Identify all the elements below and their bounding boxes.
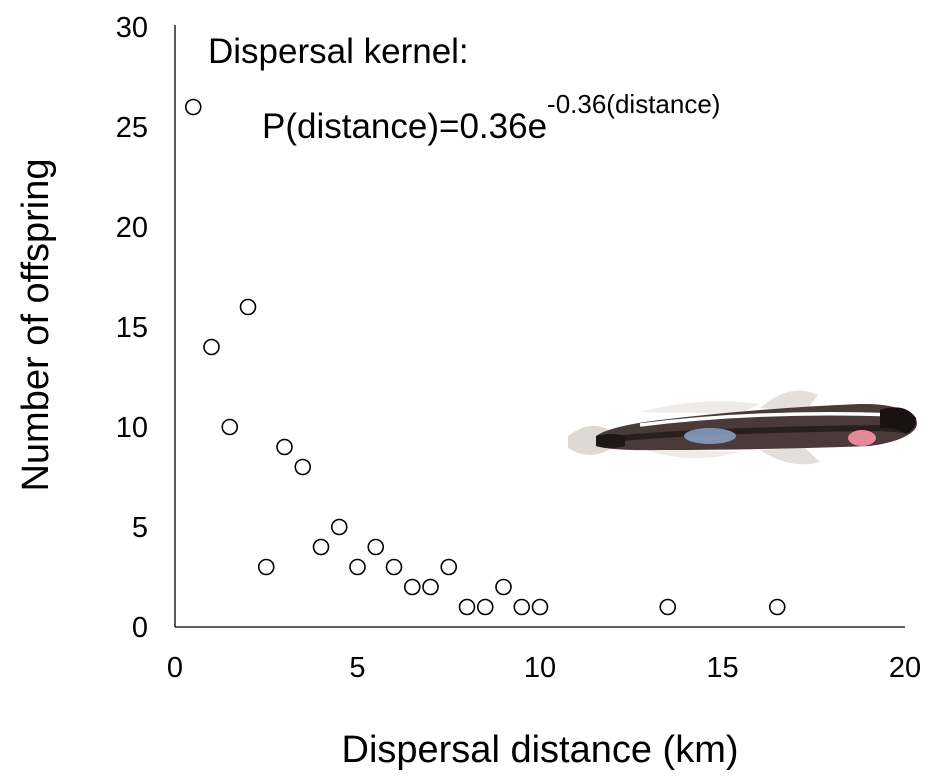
data-point [184, 98, 202, 116]
y-tick-label: 5 [132, 512, 148, 544]
data-point [330, 518, 348, 536]
x-tick-labels: 0 5 10 15 20 [167, 652, 921, 684]
data-points [184, 98, 786, 616]
data-point [476, 598, 494, 616]
data-point [659, 598, 677, 616]
y-axis-title: Number of offspring [15, 158, 57, 491]
data-point [276, 438, 293, 456]
x-tick-label: 0 [167, 652, 183, 684]
x-tick-label: 10 [524, 652, 556, 684]
data-point [495, 578, 512, 596]
y-tick-label: 20 [116, 212, 148, 244]
y-tick-labels: 0 5 10 15 20 25 30 [116, 12, 148, 644]
data-point [367, 538, 385, 556]
data-point [349, 558, 366, 576]
data-point [239, 298, 257, 316]
data-point [294, 458, 312, 476]
kernel-formula: P(distance)=0.36e-0.36(distance) [262, 89, 720, 146]
data-point [312, 538, 330, 556]
formula-base: P(distance)=0.36e [262, 107, 547, 146]
kernel-label: Dispersal kernel: [208, 32, 469, 71]
data-point [531, 598, 549, 616]
y-tick-label: 30 [116, 12, 148, 44]
data-point [385, 558, 403, 576]
y-tick-label: 10 [116, 412, 148, 444]
y-tick-label: 0 [132, 612, 148, 644]
data-point [422, 578, 439, 596]
x-tick-label: 20 [889, 652, 921, 684]
data-point [221, 418, 239, 436]
data-point [440, 558, 458, 576]
data-point [257, 558, 275, 576]
x-tick-label: 5 [349, 652, 365, 684]
data-point [513, 598, 531, 616]
x-tick-label: 15 [706, 652, 738, 684]
data-point [203, 338, 220, 356]
data-point [768, 598, 786, 616]
data-point [458, 598, 476, 616]
y-tick-label: 25 [116, 112, 148, 144]
formula-exponent: -0.36(distance) [547, 89, 720, 119]
data-point [403, 578, 421, 596]
x-axis-title: Dispersal distance (km) [342, 729, 739, 771]
fish-photo [568, 390, 917, 465]
y-tick-label: 15 [116, 312, 148, 344]
